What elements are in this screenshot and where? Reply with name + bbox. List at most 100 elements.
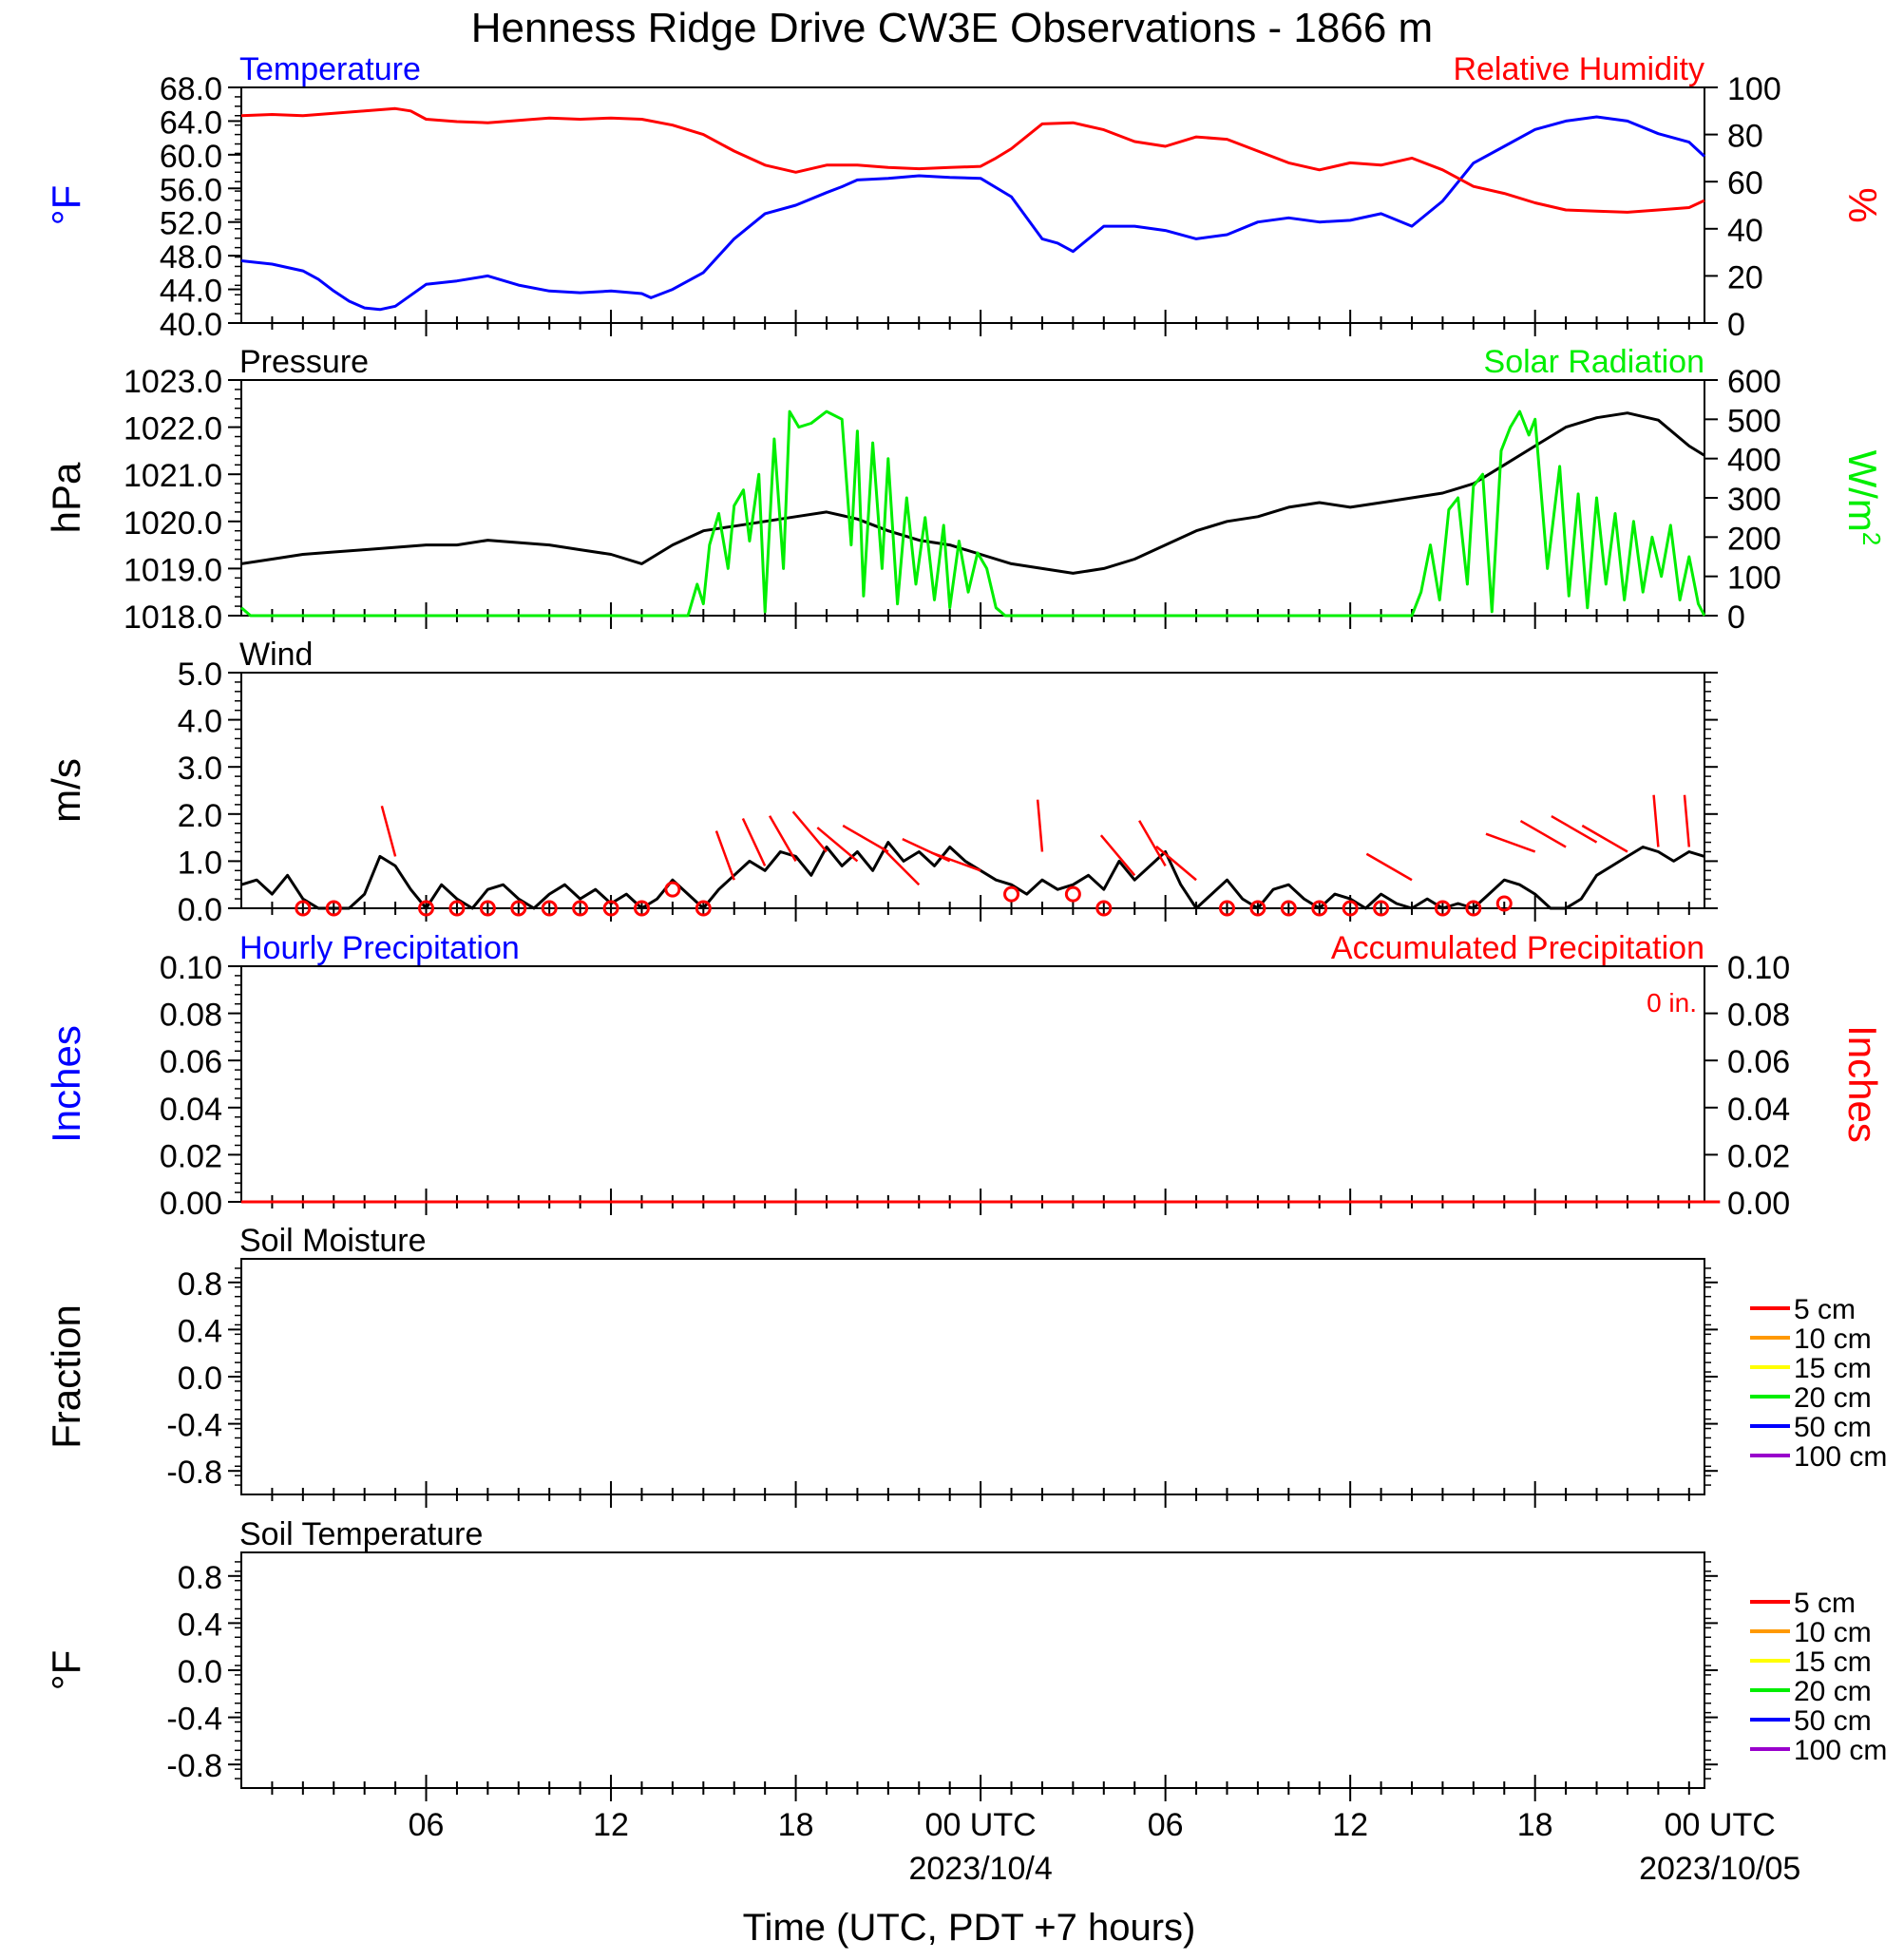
- y-tick-label: 0.0: [178, 1361, 222, 1397]
- y-tick-label: 1020.0: [124, 505, 222, 542]
- wind-calm-marker: [1064, 885, 1081, 903]
- wind-calm-marker: [1465, 900, 1482, 917]
- y-tick-label: -0.4: [166, 1702, 222, 1738]
- legend-label: 50 cm: [1794, 1412, 1872, 1443]
- y-tick-label: 60.0: [160, 139, 222, 175]
- y-right-tick-label: 400: [1727, 443, 1781, 479]
- precip-total-annotation: 0 in.: [1647, 988, 1697, 1018]
- wind-calm-marker: [1280, 900, 1297, 917]
- y-tick-label: 0.00: [160, 1186, 222, 1222]
- x-tick-label: 00 UTC: [925, 1807, 1037, 1843]
- y-tick-label: -0.8: [166, 1748, 222, 1784]
- y-right-tick-label: 100: [1727, 561, 1781, 597]
- legend-label: 10 cm: [1794, 1323, 1872, 1355]
- y-tick-label: 56.0: [160, 172, 222, 208]
- y-tick-label: 0.0: [178, 1654, 222, 1690]
- wind-barb: [1519, 819, 1567, 848]
- y-tick-label: 44.0: [160, 274, 222, 310]
- y-tick-label: 2.0: [178, 798, 222, 834]
- plot-frame: [240, 1551, 1705, 1789]
- panel-2: 1023.0 1022.0 1021.0 1020.0 1019.0 1018.0 6005…: [44, 344, 1886, 636]
- y-right-tick-label: 100: [1727, 71, 1781, 107]
- y-right-tick-label: 600: [1727, 364, 1781, 400]
- y-tick-label: 0.06: [160, 1044, 222, 1080]
- plot-frame: [240, 86, 1705, 324]
- series-line-relative-humidity: [240, 106, 1705, 214]
- y-right-tick-label: 80: [1727, 119, 1763, 155]
- wind-calm-marker: [602, 900, 619, 917]
- y-right-tick-label: 0.04: [1727, 1092, 1790, 1128]
- y-tick-label: 40.0: [160, 307, 222, 343]
- wind-barb: [1485, 832, 1536, 853]
- y-tick-label: 0.8: [178, 1266, 222, 1303]
- y-tick-label: 68.0: [160, 71, 222, 107]
- plot-frame: [240, 1258, 1705, 1495]
- wind-calm-marker: [479, 900, 496, 917]
- y-tick-label: 0.0: [178, 892, 222, 928]
- y-tick-label: 0.08: [160, 998, 222, 1034]
- wind-calm-marker: [1495, 895, 1513, 912]
- y-tick-label: 0.4: [178, 1313, 222, 1349]
- y-tick-label: 0.10: [160, 950, 222, 986]
- y-right-tick-label: 0: [1727, 307, 1745, 343]
- series-line-temperature: [240, 115, 1706, 312]
- y-tick-label: 5.0: [178, 657, 222, 693]
- y-tick-label: -0.8: [166, 1455, 222, 1491]
- panel-5: 0.8 0.4 0.0 -0.4 -0.8 Soil Moisture Fraction 5 …: [44, 1223, 1887, 1508]
- y-axis-label-left: Fraction: [44, 1304, 88, 1449]
- wind-calm-marker: [448, 900, 466, 917]
- y-right-tick-label: 60: [1727, 165, 1763, 201]
- y-right-tick-label: 0.08: [1727, 998, 1790, 1034]
- wind-calm-marker: [633, 900, 650, 917]
- panels: 68.064.060.056.052.048.044.040.0 100 80 60 4…: [44, 51, 1887, 1887]
- y-right-tick-label: 20: [1727, 259, 1763, 295]
- wind-calm-marker: [1218, 900, 1235, 917]
- wind-barb: [741, 817, 767, 866]
- series-line-wind-speed: [240, 841, 1705, 910]
- wind-barb: [1365, 852, 1413, 882]
- wind-barb: [791, 810, 828, 853]
- x-axis-title: Time (UTC, PDT +7 hours): [743, 1907, 1196, 1949]
- x-tick-label: 06: [1148, 1807, 1184, 1843]
- legend-label: 10 cm: [1794, 1617, 1872, 1648]
- panel-1: 68.064.060.056.052.048.044.040.0 100 80 60 4…: [44, 51, 1885, 343]
- wind-barb: [1652, 794, 1660, 847]
- series-line-solar-radiation: [240, 409, 1706, 618]
- y-tick-label: 0.02: [160, 1138, 222, 1174]
- wind-calm-marker: [541, 900, 558, 917]
- wind-calm-marker: [695, 900, 712, 917]
- x-tick-label: 18: [778, 1807, 814, 1843]
- y-tick-label: 48.0: [160, 239, 222, 276]
- wind-barb: [1581, 824, 1628, 853]
- y-right-tick-label: 0.10: [1727, 950, 1790, 986]
- panel-title-right: Solar Radiation: [1484, 344, 1704, 380]
- plot-frame: [240, 672, 1705, 909]
- y-tick-label: 0.8: [178, 1560, 222, 1596]
- panel-4: 0.10 0.08 0.06 0.04 0.02 0.00 0.10 0.08 0.06 0.04…: [44, 930, 1885, 1222]
- x-tick-label: 12: [1332, 1807, 1368, 1843]
- wind-barb: [842, 824, 889, 853]
- wind-barb: [1099, 834, 1136, 877]
- chart-title: Henness Ridge Drive CW3E Observations - …: [471, 5, 1433, 51]
- y-axis-label-left: °F: [44, 185, 88, 225]
- y-tick-label: 1022.0: [124, 411, 222, 447]
- y-axis-label-left: Inches: [44, 1025, 88, 1143]
- panel-title-left: Soil Moisture: [239, 1223, 427, 1259]
- legend-label: 20 cm: [1794, 1676, 1872, 1707]
- y-right-tick-label: 200: [1727, 521, 1781, 557]
- legend-label: 100 cm: [1794, 1441, 1887, 1473]
- wind-barb: [768, 815, 797, 863]
- y-right-tick-label: 0.06: [1727, 1044, 1790, 1080]
- y-tick-label: 1023.0: [124, 364, 222, 400]
- x-tick-label: 12: [593, 1807, 629, 1843]
- wind-calm-marker: [295, 900, 312, 917]
- y-right-tick-label: 40: [1727, 213, 1763, 249]
- legend-label: 15 cm: [1794, 1353, 1872, 1384]
- y-right-tick-label: 300: [1727, 482, 1781, 518]
- panel-title-right: Accumulated Precipitation: [1331, 930, 1704, 966]
- wind-barb: [1036, 799, 1044, 852]
- y-axis-label-right: W/m2: [1840, 450, 1886, 546]
- y-right-tick-label: 0.02: [1727, 1138, 1790, 1174]
- wind-barb: [1138, 820, 1167, 866]
